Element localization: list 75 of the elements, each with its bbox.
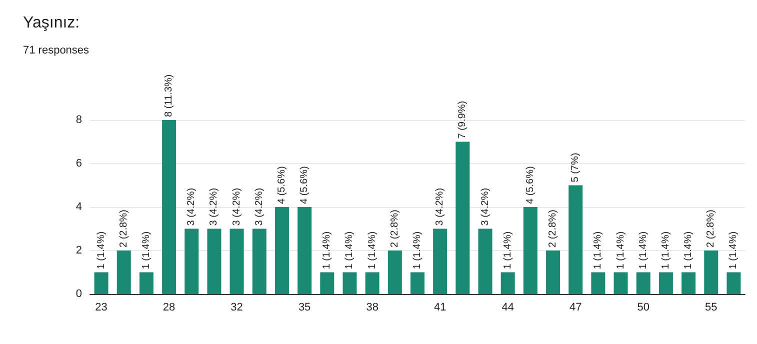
x-tick-label: 41: [434, 302, 446, 314]
bar: [704, 250, 718, 294]
data-label: 1 (1.4%): [683, 231, 694, 270]
data-label: 1 (1.4%): [615, 231, 626, 270]
bar: [162, 120, 176, 294]
data-label: 1 (1.4%): [638, 231, 649, 270]
bar: [658, 272, 673, 294]
data-label: 1 (1.4%): [502, 231, 514, 270]
x-tick-label: 35: [298, 302, 311, 314]
bar: [207, 228, 222, 294]
bar: [433, 228, 448, 294]
data-label: 3 (4.2%): [208, 188, 220, 226]
data-label: 1 (1.4%): [412, 231, 423, 270]
data-label: 1 (1.4%): [660, 231, 672, 270]
data-label: 1 (1.4%): [366, 231, 378, 270]
bar: [478, 228, 492, 294]
x-tick-label: 28: [162, 302, 176, 314]
bar: [591, 272, 606, 294]
x-tick-label: 23: [95, 302, 108, 314]
data-label: 3 (4.2%): [254, 188, 265, 226]
bar: [298, 207, 312, 294]
x-tick-label: 47: [569, 302, 582, 314]
bar: [682, 272, 696, 294]
bar: [320, 272, 334, 294]
chart-title: Yaşınız:: [23, 14, 80, 32]
data-label: 2 (2.8%): [706, 210, 717, 248]
bar: [184, 228, 199, 294]
y-tick-label: 8: [76, 114, 82, 126]
data-label: 7 (9.9%): [457, 100, 468, 139]
bar: [410, 272, 424, 294]
data-label: 4 (5.6%): [276, 166, 288, 204]
data-label: 4 (5.6%): [299, 166, 310, 204]
y-tick-label: 2: [76, 244, 82, 256]
bar: [636, 272, 650, 294]
data-label: 2 (2.8%): [389, 210, 400, 248]
data-label: 1 (1.4%): [96, 231, 107, 270]
data-label: 3 (4.2%): [186, 188, 198, 226]
bar: [274, 207, 289, 294]
bar: [456, 142, 470, 294]
bar: [139, 272, 154, 294]
bar: [500, 272, 515, 294]
data-label: 3 (4.2%): [434, 188, 446, 226]
bar: [388, 250, 402, 294]
bar: [342, 272, 357, 294]
data-label: 1 (1.4%): [322, 231, 333, 270]
bar: [116, 250, 131, 294]
data-label: 1 (1.4%): [344, 231, 356, 270]
data-label: 1 (1.4%): [592, 231, 604, 270]
x-tick-label: 55: [704, 302, 718, 314]
bar: [523, 207, 538, 294]
x-tick-label: 32: [230, 302, 243, 314]
data-label: 2 (2.8%): [548, 210, 559, 248]
x-tick-label: 38: [366, 302, 378, 314]
data-label: 3 (4.2%): [480, 188, 491, 226]
data-label: 8 (11.3%): [164, 74, 175, 117]
bar: [94, 272, 108, 294]
bar: [546, 250, 560, 294]
data-label: 3 (4.2%): [231, 188, 242, 226]
x-tick-label: 44: [502, 302, 514, 314]
y-tick-label: 4: [76, 201, 82, 213]
y-tick-label: 6: [76, 158, 82, 170]
data-label: 5 (7%): [570, 152, 582, 182]
bar: [614, 272, 628, 294]
data-label: 1 (1.4%): [728, 231, 740, 270]
bar: [365, 272, 380, 294]
data-label: 1 (1.4%): [140, 231, 152, 270]
y-tick-label: 0: [76, 288, 82, 300]
data-label: 4 (5.6%): [524, 166, 536, 204]
bar: [230, 228, 244, 294]
bar: [568, 185, 583, 294]
chart-subtitle: 71 responses: [23, 44, 90, 56]
x-tick-label: 50: [637, 302, 650, 314]
data-label: 2 (2.8%): [118, 210, 130, 248]
bar: [726, 272, 741, 294]
bar: [252, 228, 266, 294]
